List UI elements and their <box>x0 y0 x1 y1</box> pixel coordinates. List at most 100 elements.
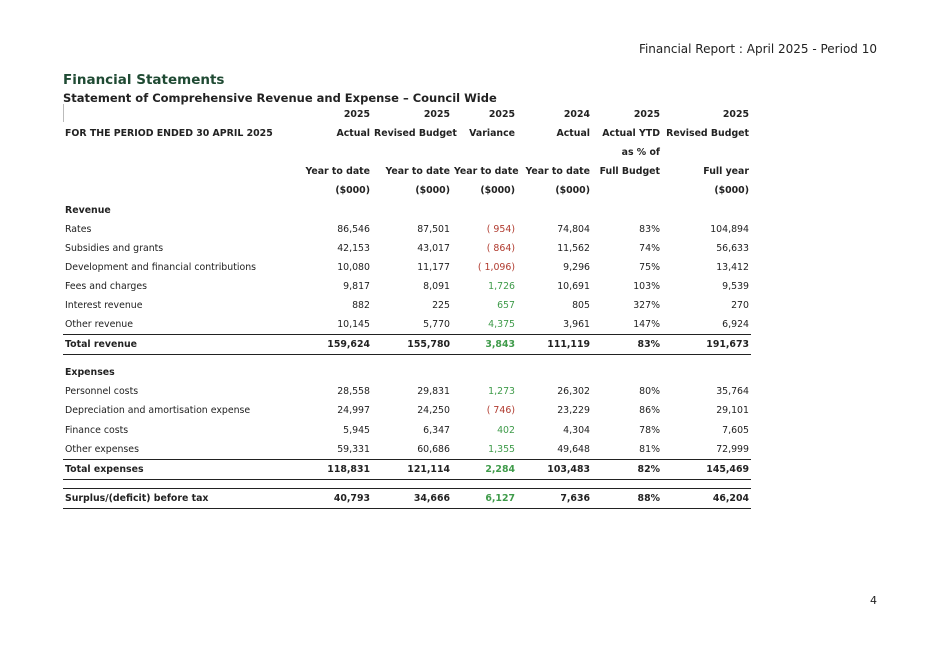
empty-cell <box>592 363 662 382</box>
revenue-row: Subsidies and grants 42,153 43,017 ( 864) 11… <box>63 239 751 258</box>
budget-cell: 29,831 <box>417 386 450 398</box>
column-header-cell <box>662 143 751 162</box>
empty-cell <box>517 479 592 488</box>
empty-cell <box>517 355 592 364</box>
row-label: Total revenue <box>63 334 297 356</box>
variance-cell: 1,273 <box>488 386 515 398</box>
column-header-cell: Full Budget <box>599 166 660 178</box>
column-header-cell <box>452 143 517 162</box>
header-label-cell <box>63 181 297 200</box>
variance-cell: 2,284 <box>452 458 517 480</box>
prior-actual-cell: 26,302 <box>557 386 590 398</box>
pct-cell: 81% <box>639 443 660 455</box>
row-label: Other revenue <box>65 319 133 331</box>
column-header-cell: Actual <box>556 128 590 140</box>
empty-cell <box>592 355 662 364</box>
header-row: FOR THE PERIOD ENDED 30 APRIL 2025 Actual… <box>63 124 751 143</box>
actual-cell: 86,546 <box>337 223 370 235</box>
actual-cell: 159,624 <box>297 334 372 356</box>
financial-statement-body: 2025 2025 2025 2024 2025 2025 FOR THE PERIOD E… <box>63 105 751 509</box>
variance-cell: 6,127 <box>452 487 517 509</box>
spacer-row <box>63 355 751 364</box>
row-label: Total expenses <box>63 458 297 480</box>
report-header: Financial Report : April 2025 - Period 1… <box>638 42 877 56</box>
empty-cell <box>452 200 517 219</box>
prior-actual-cell: 805 <box>572 299 590 311</box>
prior-actual-cell: 10,691 <box>557 280 590 292</box>
variance-cell: ( 864) <box>486 242 515 254</box>
pct-cell: 82% <box>592 458 662 480</box>
pct-cell: 86% <box>639 405 660 417</box>
column-header-cell: 2025 <box>488 109 515 121</box>
actual-cell: 9,817 <box>343 280 370 292</box>
column-header-cell: Year to date <box>525 166 590 178</box>
actual-cell: 40,793 <box>297 487 372 509</box>
prior-actual-cell: 74,804 <box>557 223 590 235</box>
full-year-cell: 191,673 <box>662 334 751 356</box>
empty-cell <box>452 363 517 382</box>
full-year-cell: 6,924 <box>722 319 749 331</box>
actual-cell: 5,945 <box>343 424 370 436</box>
variance-cell: 3,843 <box>452 334 517 356</box>
budget-cell: 155,780 <box>372 334 452 356</box>
column-header-cell <box>592 181 662 200</box>
prior-actual-cell: 111,119 <box>517 334 592 356</box>
budget-cell: 225 <box>432 299 450 311</box>
full-year-cell: 72,999 <box>716 443 749 455</box>
prior-actual-cell: 9,296 <box>563 261 590 273</box>
empty-cell <box>662 479 751 488</box>
full-year-cell: 104,894 <box>710 223 749 235</box>
variance-cell: ( 746) <box>486 405 515 417</box>
prior-actual-cell: 49,648 <box>557 443 590 455</box>
spacer-row <box>63 479 751 488</box>
row-label: Subsidies and grants <box>65 242 164 254</box>
column-header-cell: Revised Budget <box>666 128 749 140</box>
expense-row: Other expenses 59,331 60,686 1,355 49,648 81%… <box>63 440 751 460</box>
empty-cell <box>372 363 452 382</box>
column-header-cell: as % of <box>621 147 660 159</box>
total-revenue-row: Total revenue 159,624 155,780 3,843 111,119 8… <box>63 334 751 356</box>
header-row: as % of <box>63 143 751 162</box>
revenue-row: Interest revenue 882 225 657 805 327% 270 <box>63 296 751 315</box>
empty-cell <box>63 479 297 488</box>
section-heading: Revenue <box>65 204 111 216</box>
pct-cell: 88% <box>592 487 662 509</box>
header-label-cell <box>63 162 297 181</box>
statement-subtitle: Statement of Comprehensive Revenue and E… <box>63 91 497 105</box>
column-header-cell <box>517 143 592 162</box>
header-row: ($000) ($000) ($000) ($000) ($000) <box>63 181 751 200</box>
column-header-cell: 2024 <box>563 109 590 121</box>
revenue-row: Development and financial contributions 1… <box>63 258 751 277</box>
column-header-cell: ($000) <box>335 185 370 197</box>
empty-cell <box>372 200 452 219</box>
column-header-cell: 2025 <box>633 109 660 121</box>
empty-cell <box>662 200 751 219</box>
surplus-row: Surplus/(deficit) before tax 40,793 34,666… <box>63 487 751 509</box>
header-label-cell: FOR THE PERIOD ENDED 30 APRIL 2025 <box>65 128 273 140</box>
pct-cell: 103% <box>633 280 660 292</box>
empty-cell <box>372 355 452 364</box>
empty-cell <box>452 479 517 488</box>
pct-cell: 147% <box>633 319 660 331</box>
budget-cell: 24,250 <box>417 405 450 417</box>
row-label: Personnel costs <box>65 386 139 398</box>
budget-cell: 8,091 <box>423 280 450 292</box>
revenue-row: Rates 86,546 87,501 ( 954) 74,804 83% 104,894 <box>63 220 751 239</box>
column-header-cell <box>372 143 452 162</box>
column-header-cell: ($000) <box>480 185 515 197</box>
actual-cell: 24,997 <box>337 405 370 417</box>
budget-cell: 11,177 <box>417 261 450 273</box>
column-header-cell <box>297 143 372 162</box>
actual-cell: 10,080 <box>337 261 370 273</box>
row-label: Fees and charges <box>65 280 148 292</box>
actual-cell: 118,831 <box>297 458 372 480</box>
variance-cell: 657 <box>497 299 515 311</box>
prior-actual-cell: 4,304 <box>563 424 590 436</box>
section-heading-row: Revenue <box>63 200 751 219</box>
header-row: 2025 2025 2025 2024 2025 2025 <box>63 105 751 124</box>
full-year-cell: 46,204 <box>662 487 751 509</box>
variance-cell: 1,355 <box>488 443 515 455</box>
empty-cell <box>517 200 592 219</box>
row-label: Interest revenue <box>65 299 143 311</box>
full-year-cell: 7,605 <box>722 424 749 436</box>
